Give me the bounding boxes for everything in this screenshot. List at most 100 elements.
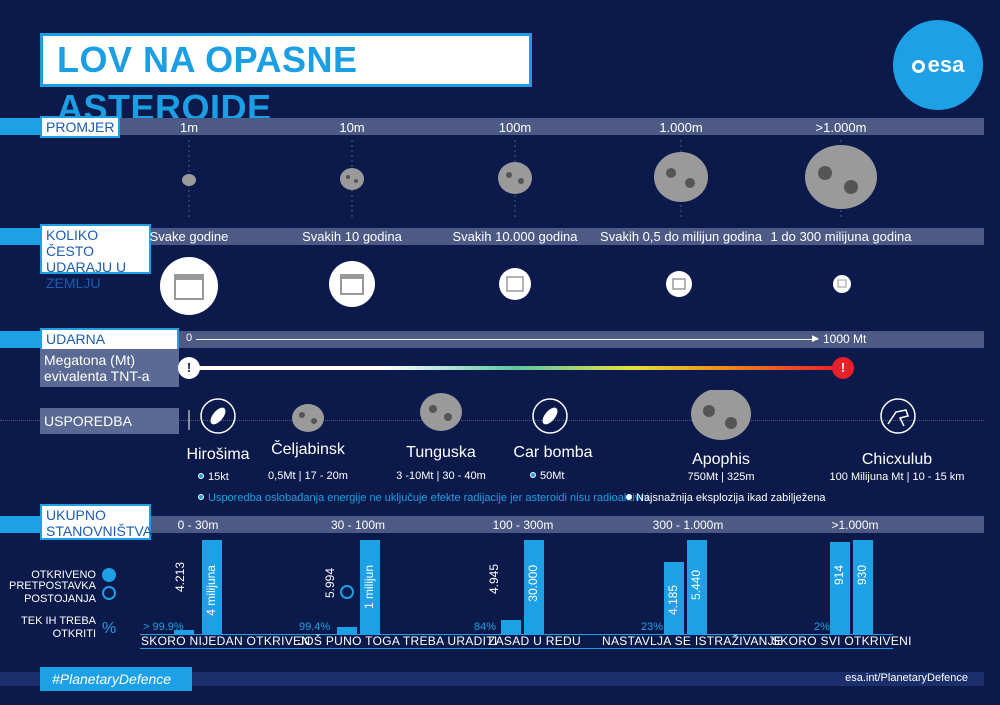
status-label: SKORO NIJEDAN OTKRIVEN [141,634,311,648]
low-alert-icon: ! [178,357,200,379]
promjer-bar-left [0,118,40,135]
comparison-name: Apophis [692,451,750,468]
asteroid-1m-icon [182,174,196,186]
comparison-sub: 0,5Mt | 17 - 20m [268,470,348,482]
asteroid-10m-icon [340,168,364,190]
discovered-icon [102,568,116,582]
estimated-value: 4 milijuna [204,565,218,616]
discovered-column: 914 [826,540,850,635]
frequency-bar [150,228,984,245]
comparison-name: Chicxulub [861,451,933,468]
page-title: LOV NA OPASNE ASTEROIDE [40,33,532,128]
asteroid-apophis-icon [691,390,751,440]
energy-gradient [190,366,840,370]
note-strongest: Najsnažnija eksplozija ikad zabilježena [626,492,826,504]
comparison-sub: 50Mt [530,470,564,482]
population-bar [150,516,984,533]
estimated-column: 930 [849,540,873,635]
comparison-line [0,420,984,421]
estimated-bar [202,540,222,635]
asteroid-100m-icon [498,162,532,194]
estimated-icon [340,585,354,599]
energy-start: 0 [186,332,193,344]
discovered-icon [204,545,218,559]
estimated-bar [524,540,544,635]
calendar-icon [666,271,692,297]
row-label-discovered: OTKRIVENO [31,569,96,581]
comparison-name: Hirošima [186,446,250,463]
discovered-column: 5.994 [323,540,357,635]
remaining-pct: 2% [814,621,830,633]
high-alert-icon: ! [832,357,854,379]
remaining-pct: > 99.9% [143,621,184,633]
estimated-bar [360,540,380,635]
calendar-icon [499,268,531,300]
discovered-icon [858,545,872,559]
calendar-icon [833,275,851,293]
estimated-column: 5.440 [683,540,707,635]
calendar-row [160,257,851,315]
comparison-sub: 3 -10Mt | 30 - 40m [396,470,486,482]
status-line-bottom [140,648,893,649]
remaining-pct: 99.4% [299,621,331,633]
frequency-item: Svake godine [149,229,229,244]
hashtag[interactable]: #PlanetaryDefence [40,667,192,691]
category-range: 100 - 300m [492,518,554,532]
population-label: UKUPNO STANOVNIŠTVA [40,504,152,540]
frequency-bar-left [0,228,40,245]
discovered-value: 5.994 [323,568,337,599]
discovered-bar [664,562,684,635]
population-chart: 4.213 4 milijuna 5.994 1 milijun 4.945 3… [0,540,1000,635]
comparison-icons [188,390,916,440]
frequency-item: 1 do 300 milijuna godina [770,229,912,244]
category-range: >1.000m [831,518,879,532]
discovered-icon [528,545,542,559]
calendar-icon [160,257,218,315]
status-label: JOŠ PUNO TOGA TREBA URADITI [298,634,498,648]
status-label: NASTAVLJA SE ISTRAŽIVANJE [602,634,783,648]
energy-bar-left [0,331,40,348]
bomb-icon [200,398,236,434]
discovered-value: 4.213 [173,562,187,593]
frequency-label: KOLIKO ČESTO UDARAJU U ZEMLJU [40,224,151,291]
discovered-icon [365,545,379,559]
estimated-bar [853,540,873,635]
discovered-bar [174,630,194,635]
size-label: 10m [339,120,365,135]
comparison-sub: 100 Milijuna Mt | 10 - 15 km [829,471,965,483]
estimated-column: 30.000 [520,540,544,635]
estimated-icon [102,586,116,600]
size-label: >1.000m [815,120,867,135]
size-label: 100m [498,120,532,135]
arrow-right-icon: ▶ [812,333,819,343]
comparison-name: Čeljabinsk [271,441,345,458]
discovered-icon [835,546,849,560]
asteroid-1000m-icon [654,152,708,202]
discovered-bar [501,620,521,635]
promjer-label: PROMJER [40,116,121,138]
footer-url[interactable]: esa.int/PlanetaryDefence [845,672,968,684]
discovered-icon [691,545,705,559]
esa-logo: esa [893,20,983,110]
comparison-sub: 15kt [198,471,229,483]
footer-bar [0,672,984,686]
asteroid-row [182,140,877,220]
category-range: 300 - 1.000m [652,518,724,532]
discovered-value: 914 [832,565,846,586]
frequency-item: Svakih 0,5 do milijun godina [600,229,762,244]
estimated-value: 30.000 [526,565,540,602]
frequency-item: Svakih 10 godina [302,229,402,244]
comparison-name: Tunguska [406,444,476,461]
asteroid-celjabinsk-icon [292,404,324,432]
estimated-value: 1 milijun [362,565,376,610]
remaining-pct: 84% [474,621,497,633]
discovered-value: 4.185 [666,585,680,616]
comparison-name: Car bomba [513,444,593,461]
frequency-item: Svakih 10.000 godina [452,229,578,244]
discovered-bar [830,542,850,635]
estimated-bar [687,540,707,635]
status-label: SKORO SVI OTKRIVENI [772,634,912,648]
asteroid-tunguska-icon [420,393,462,431]
row-label-estimated: PRETPOSTAVKA POSTOJANJA [8,580,96,605]
status-label: ZASAD U REDU [488,634,581,648]
